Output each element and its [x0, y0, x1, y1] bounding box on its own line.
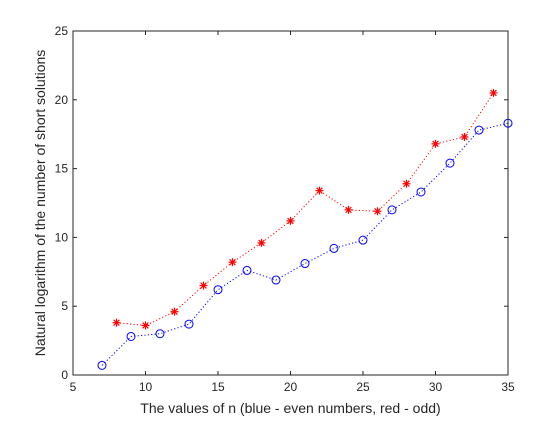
blue-circle-point [213, 285, 223, 295]
blue-circle-point [155, 329, 165, 339]
blue-circle-point [387, 205, 397, 215]
red-asterisk-point [460, 132, 469, 141]
x-tick-label: 35 [501, 380, 515, 394]
red-asterisk-point [402, 179, 411, 188]
red-asterisk-point [257, 238, 266, 247]
blue-circle-point [329, 243, 339, 253]
blue-circle-point [242, 265, 252, 275]
blue-circle-point [300, 259, 310, 269]
red-asterisk-point [489, 88, 498, 97]
y-tick-label: 0 [61, 368, 68, 382]
red-asterisk-point [344, 205, 353, 214]
blue-circle-point [97, 360, 107, 370]
red-asterisk-point [112, 318, 121, 327]
red-asterisk-point [228, 258, 237, 267]
plot-area [73, 31, 508, 375]
x-tick-label: 20 [284, 380, 298, 394]
blue-circle-point [474, 125, 484, 135]
x-tick-label: 10 [139, 380, 153, 394]
blue-circle-point [445, 158, 455, 168]
y-axis-label: Natural logarithm of the number of short… [32, 50, 48, 357]
x-tick-label: 15 [211, 380, 225, 394]
red-asterisk-point [141, 321, 150, 330]
y-tick-label: 5 [61, 299, 68, 313]
series-layer [97, 88, 513, 370]
blue-circle-point [184, 319, 194, 329]
y-tick-label: 20 [55, 93, 69, 107]
x-axis-label: The values of n (blue - even numbers, re… [140, 400, 440, 416]
y-tick-label: 15 [55, 162, 69, 176]
red-asterisk-point [170, 307, 179, 316]
y-tick-label: 10 [55, 230, 69, 244]
x-tick-label: 30 [429, 380, 443, 394]
blue-circle-point [358, 235, 368, 245]
red-asterisk-point [315, 186, 324, 195]
red-asterisk-point [286, 216, 295, 225]
blue-circle-point [416, 187, 426, 197]
red-asterisk-point [373, 207, 382, 216]
x-tick-label: 5 [70, 380, 77, 394]
y-tick-label: 25 [55, 24, 69, 38]
blue-circle-point [126, 331, 136, 341]
x-tick-label: 25 [356, 380, 370, 394]
red-asterisk-point [431, 139, 440, 148]
red-asterisk-point [199, 281, 208, 290]
blue-circle-point [271, 275, 281, 285]
